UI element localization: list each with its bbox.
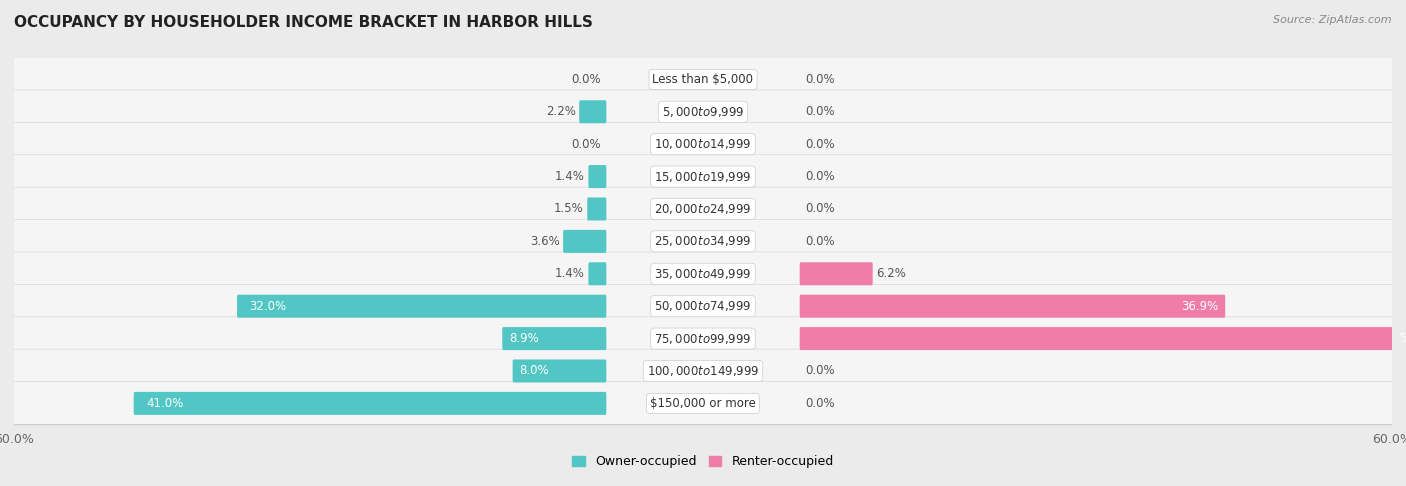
FancyBboxPatch shape: [13, 58, 1393, 101]
Text: $25,000 to $34,999: $25,000 to $34,999: [654, 234, 752, 248]
FancyBboxPatch shape: [13, 220, 1393, 263]
Text: $20,000 to $24,999: $20,000 to $24,999: [654, 202, 752, 216]
Text: $5,000 to $9,999: $5,000 to $9,999: [662, 105, 744, 119]
Text: 55.9%: 55.9%: [1399, 332, 1406, 345]
Legend: Owner-occupied, Renter-occupied: Owner-occupied, Renter-occupied: [568, 450, 838, 473]
Text: 1.4%: 1.4%: [555, 267, 585, 280]
Text: Less than $5,000: Less than $5,000: [652, 73, 754, 86]
Text: 0.0%: 0.0%: [571, 138, 600, 151]
FancyBboxPatch shape: [513, 360, 606, 382]
FancyBboxPatch shape: [800, 327, 1406, 350]
Text: 1.5%: 1.5%: [554, 203, 583, 215]
Text: $150,000 or more: $150,000 or more: [650, 397, 756, 410]
Text: 0.0%: 0.0%: [806, 170, 835, 183]
Text: 0.0%: 0.0%: [806, 235, 835, 248]
Text: 8.9%: 8.9%: [509, 332, 538, 345]
FancyBboxPatch shape: [13, 252, 1393, 295]
Text: 0.0%: 0.0%: [806, 364, 835, 378]
Text: 2.2%: 2.2%: [546, 105, 575, 118]
Text: 0.0%: 0.0%: [806, 105, 835, 118]
Text: 3.6%: 3.6%: [530, 235, 560, 248]
FancyBboxPatch shape: [800, 295, 1225, 318]
Text: 0.0%: 0.0%: [806, 138, 835, 151]
Text: $100,000 to $149,999: $100,000 to $149,999: [647, 364, 759, 378]
Text: $75,000 to $99,999: $75,000 to $99,999: [654, 331, 752, 346]
FancyBboxPatch shape: [13, 284, 1393, 328]
FancyBboxPatch shape: [588, 165, 606, 188]
Text: 0.0%: 0.0%: [806, 203, 835, 215]
Text: 32.0%: 32.0%: [249, 300, 287, 312]
FancyBboxPatch shape: [13, 90, 1393, 134]
FancyBboxPatch shape: [13, 122, 1393, 166]
Text: $15,000 to $19,999: $15,000 to $19,999: [654, 170, 752, 184]
FancyBboxPatch shape: [564, 230, 606, 253]
FancyBboxPatch shape: [13, 349, 1393, 393]
Text: Source: ZipAtlas.com: Source: ZipAtlas.com: [1274, 15, 1392, 25]
FancyBboxPatch shape: [13, 187, 1393, 231]
FancyBboxPatch shape: [238, 295, 606, 318]
FancyBboxPatch shape: [800, 262, 873, 285]
Text: 0.0%: 0.0%: [571, 73, 600, 86]
FancyBboxPatch shape: [588, 262, 606, 285]
Text: 0.0%: 0.0%: [806, 397, 835, 410]
Text: $10,000 to $14,999: $10,000 to $14,999: [654, 137, 752, 151]
Text: 8.0%: 8.0%: [519, 364, 548, 378]
Text: 0.0%: 0.0%: [806, 73, 835, 86]
Text: 36.9%: 36.9%: [1181, 300, 1219, 312]
FancyBboxPatch shape: [588, 197, 606, 221]
FancyBboxPatch shape: [13, 155, 1393, 198]
FancyBboxPatch shape: [134, 392, 606, 415]
FancyBboxPatch shape: [579, 100, 606, 123]
Text: 41.0%: 41.0%: [146, 397, 183, 410]
Text: $50,000 to $74,999: $50,000 to $74,999: [654, 299, 752, 313]
Text: $35,000 to $49,999: $35,000 to $49,999: [654, 267, 752, 281]
Text: OCCUPANCY BY HOUSEHOLDER INCOME BRACKET IN HARBOR HILLS: OCCUPANCY BY HOUSEHOLDER INCOME BRACKET …: [14, 15, 593, 30]
Text: 1.4%: 1.4%: [555, 170, 585, 183]
FancyBboxPatch shape: [502, 327, 606, 350]
FancyBboxPatch shape: [13, 382, 1393, 425]
Text: 6.2%: 6.2%: [876, 267, 907, 280]
FancyBboxPatch shape: [13, 317, 1393, 361]
